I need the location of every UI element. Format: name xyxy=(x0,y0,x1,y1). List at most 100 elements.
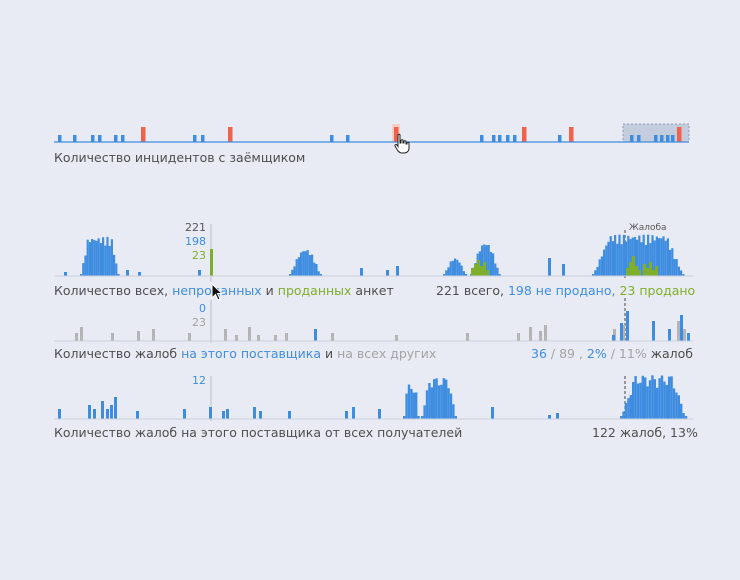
sales-bar xyxy=(115,263,118,276)
recipients-cursor-value: 12 xyxy=(192,374,206,387)
sales-bar xyxy=(675,259,678,276)
complaints-caption-others[interactable]: на всех других xyxy=(337,346,437,361)
incident-bar xyxy=(480,135,484,142)
recipient-complaint-bar xyxy=(447,388,450,419)
recipient-complaint-bar xyxy=(417,416,420,419)
sales-bar xyxy=(97,238,100,276)
recipient-complaint-bar xyxy=(433,379,436,419)
sales-bar xyxy=(603,249,606,276)
sales-bar xyxy=(481,245,484,276)
incidents-caption: Количество инцидентов с заёмщиком xyxy=(54,150,306,165)
recipient-complaint-bar xyxy=(352,407,355,419)
complaints-count-this: 36 xyxy=(531,346,547,361)
sales-bar xyxy=(319,274,322,276)
recipient-complaint-bar xyxy=(222,411,225,419)
complaint-bar-this xyxy=(612,335,615,341)
sales-bar xyxy=(86,239,89,276)
incident-bar xyxy=(506,135,510,142)
recipient-complaint-bar xyxy=(88,405,91,419)
sales-bar xyxy=(289,274,292,276)
incident-bar xyxy=(201,135,205,142)
sales-bar xyxy=(494,263,497,276)
recipient-complaint-bar xyxy=(253,407,256,419)
complaint-bar-others xyxy=(257,335,260,341)
complaint-bar-others xyxy=(137,331,140,341)
sales-bar xyxy=(99,243,102,276)
sales-bar xyxy=(95,240,98,276)
recipient-complaint-bar xyxy=(665,384,668,419)
sales-bar xyxy=(682,274,685,276)
sales-bar xyxy=(642,234,645,276)
complaint-bar-this xyxy=(626,311,629,341)
recipient-complaint-bar xyxy=(101,401,104,419)
incidents-strip[interactable] xyxy=(0,0,740,150)
complaint-bar-this xyxy=(687,333,690,341)
sales-bar xyxy=(396,266,399,276)
recipient-complaint-bar xyxy=(445,379,448,419)
sales-bar-sold xyxy=(471,268,474,276)
sales-bar xyxy=(644,244,647,276)
incident-bar xyxy=(671,135,675,142)
sales-strip[interactable] xyxy=(0,0,740,300)
sales-bar xyxy=(315,264,318,276)
sales-bar xyxy=(673,258,676,276)
recipient-complaint-bar xyxy=(226,409,229,419)
sales-bar xyxy=(669,249,672,276)
sales-bar-sold xyxy=(480,266,483,276)
sales-bar-sold xyxy=(474,264,477,276)
sales-bar xyxy=(462,271,465,276)
incident-bar-critical xyxy=(677,127,682,142)
sales-caption-prefix: Количество всех, xyxy=(54,283,173,298)
sales-bar xyxy=(649,243,652,276)
sales-bar-sold xyxy=(210,249,213,276)
sales-bar xyxy=(629,239,632,276)
recipient-complaint-bar xyxy=(634,376,637,419)
recipient-complaint-bar xyxy=(378,409,381,419)
hand-pointer-icon xyxy=(394,133,410,154)
complaint-bar-this xyxy=(668,329,671,341)
sales-bar xyxy=(594,270,597,276)
sales-bar xyxy=(489,252,492,276)
sales-bar xyxy=(317,271,320,276)
sales-bar xyxy=(138,272,141,276)
sales-bar-sold xyxy=(638,270,641,276)
sales-bar xyxy=(300,252,303,276)
sales-bar xyxy=(647,234,650,276)
complaints-cursor-this: 0 xyxy=(199,302,206,315)
recipient-complaint-bar xyxy=(454,416,457,419)
recipient-complaint-bar xyxy=(627,398,630,419)
sales-bar xyxy=(126,270,129,276)
sales-bar-sold xyxy=(632,256,635,276)
sales-bar xyxy=(64,272,67,276)
sales-bar xyxy=(660,238,663,276)
recipient-complaint-bar xyxy=(106,409,109,419)
sales-stats-not-sold: 198 не продано, xyxy=(507,283,616,298)
complaint-bar-this xyxy=(620,323,623,341)
sales-bar xyxy=(313,262,316,276)
sales-caption-sold[interactable]: проданных xyxy=(277,283,352,298)
complaint-bar-this xyxy=(314,329,317,341)
sales-stats-sold: 23 продано xyxy=(619,283,696,298)
sales-bar-sold xyxy=(646,268,649,276)
complaints-vendor-strip[interactable] xyxy=(0,0,740,360)
complaint-bar-others xyxy=(622,325,625,341)
sales-bar xyxy=(483,244,486,276)
sales-bar-sold xyxy=(643,264,646,276)
complaints-recipients-strip[interactable] xyxy=(0,0,740,430)
incident-bar xyxy=(637,135,641,142)
complaints-caption-this[interactable]: на этого поставщика xyxy=(181,346,321,361)
sales-bar xyxy=(616,243,619,276)
complaint-bar-others xyxy=(539,331,542,341)
incident-bar xyxy=(666,135,670,142)
recipient-complaint-bar xyxy=(682,413,685,419)
sales-bar-sold xyxy=(626,268,629,276)
recipient-complaint-bar xyxy=(403,416,406,419)
incident-bar xyxy=(98,135,102,142)
recipient-complaint-bar xyxy=(430,387,433,419)
sales-bar xyxy=(458,262,461,276)
complaints-pct-sep: / 11% xyxy=(606,346,647,361)
sales-bar xyxy=(456,259,459,276)
recipient-complaint-bar xyxy=(624,402,628,419)
complaint-bar-this xyxy=(680,315,683,341)
sales-bar xyxy=(609,236,612,276)
